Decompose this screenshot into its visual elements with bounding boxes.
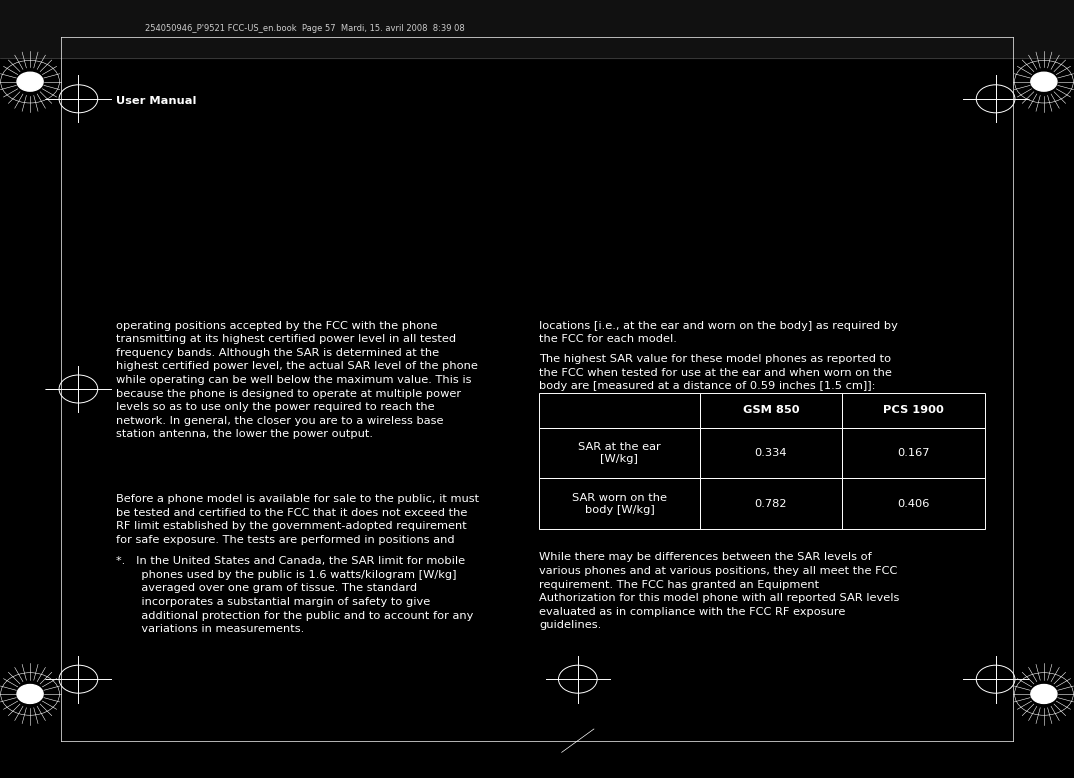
Text: operating positions accepted by the FCC with the phone
transmitting at its highe: operating positions accepted by the FCC …: [116, 321, 478, 440]
Text: SAR at the ear
[W/kg]: SAR at the ear [W/kg]: [578, 442, 661, 464]
Text: locations [i.e., at the ear and worn on the body] as required by
the FCC for eac: locations [i.e., at the ear and worn on …: [539, 321, 898, 344]
Text: GSM 850: GSM 850: [742, 405, 799, 415]
Text: User Manual: User Manual: [116, 96, 197, 107]
Bar: [539, 478, 699, 529]
Bar: [699, 428, 842, 478]
Text: *.   In the United States and Canada, the SAR limit for mobile
       phones use: *. In the United States and Canada, the …: [116, 556, 474, 634]
Text: 0.334: 0.334: [755, 448, 787, 458]
Bar: [842, 478, 985, 529]
Circle shape: [1031, 72, 1057, 91]
Text: PCS 1900: PCS 1900: [883, 405, 944, 415]
Circle shape: [1031, 685, 1057, 703]
Bar: [539, 393, 699, 428]
Bar: [699, 478, 842, 529]
Text: 0.406: 0.406: [898, 499, 930, 509]
Text: 0.782: 0.782: [755, 499, 787, 509]
Text: While there may be differences between the SAR levels of
various phones and at v: While there may be differences between t…: [539, 552, 900, 630]
Text: 254050946_P'9521 FCC-US_en.book  Page 57  Mardi, 15. avril 2008  8:39 08: 254050946_P'9521 FCC-US_en.book Page 57 …: [145, 24, 465, 33]
Bar: [842, 393, 985, 428]
Bar: [539, 428, 699, 478]
Text: 0.167: 0.167: [897, 448, 930, 458]
Circle shape: [17, 685, 43, 703]
Bar: [842, 428, 985, 478]
Text: The highest SAR value for these model phones as reported to
the FCC when tested : The highest SAR value for these model ph…: [539, 354, 892, 391]
Text: SAR worn on the
body [W/kg]: SAR worn on the body [W/kg]: [571, 492, 667, 515]
Text: Before a phone model is available for sale to the public, it must
be tested and : Before a phone model is available for sa…: [116, 494, 479, 545]
Circle shape: [17, 72, 43, 91]
Bar: [699, 393, 842, 428]
